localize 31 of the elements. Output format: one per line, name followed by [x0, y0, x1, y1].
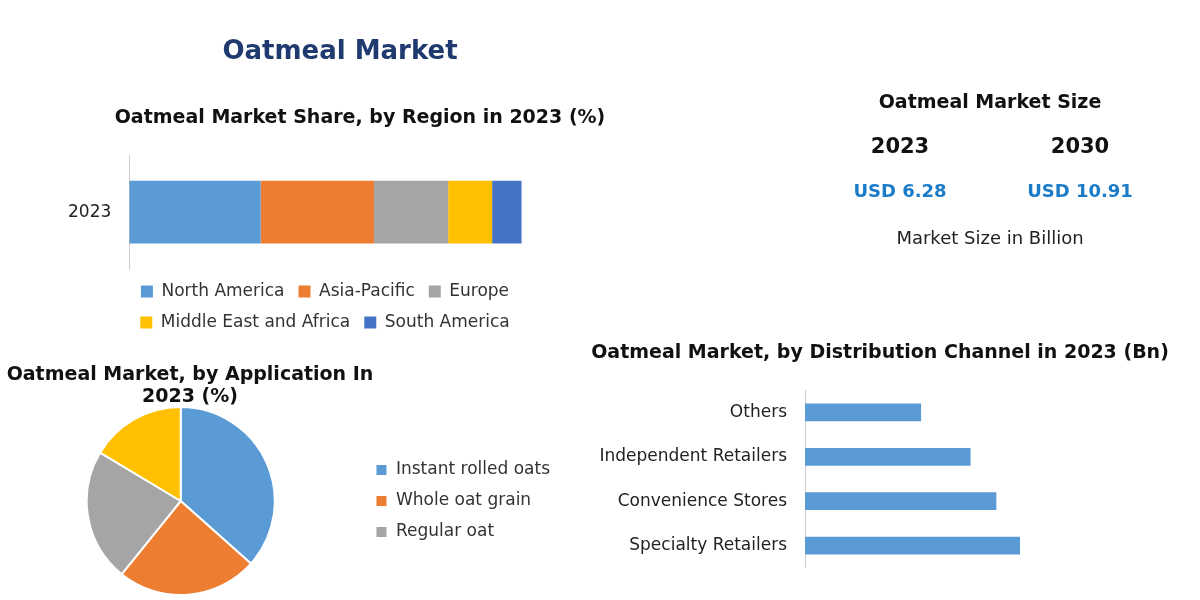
legend-label: Asia-Pacific: [319, 279, 415, 300]
legend-label: Europe: [449, 279, 510, 300]
bar: [805, 447, 971, 466]
text: Oatmeal Market Size: [877, 90, 1103, 112]
y-tick-label: Convenience Stores: [617, 489, 788, 510]
legend-label: Regular oat: [395, 520, 495, 541]
bar: [805, 536, 1020, 555]
bar: [374, 180, 449, 244]
legend-label: Middle East and Africa: [160, 310, 351, 331]
legend-label: South America: [384, 310, 510, 331]
bar: [129, 180, 261, 244]
text: USD 10.91: [1026, 180, 1134, 201]
chart-title: Oatmeal Market, by Application In 2023 (%): [5, 362, 375, 406]
bar: [805, 403, 922, 422]
chart-title: Oatmeal Market Share, by Region in 2023 (%): [113, 105, 607, 127]
bar: [260, 180, 375, 244]
text: 2030: [1049, 134, 1111, 158]
text: Market Size in Billion: [895, 227, 1085, 248]
text: USD 6.28: [852, 180, 948, 201]
chart-title: Oatmeal Market, by Distribution Channel in 2023 (Bn): [590, 340, 1170, 362]
bar: [448, 180, 493, 244]
y-tick-label: Independent Retailers: [599, 445, 788, 466]
y-tick-label: Others: [729, 400, 788, 421]
text: Oatmeal Market: [221, 35, 459, 65]
bar: [805, 492, 997, 511]
legend-label: Instant rolled oats: [395, 458, 551, 479]
legend-label: Whole oat grain: [395, 489, 532, 510]
y-tick-label: Specialty Retailers: [629, 534, 788, 555]
text: 2023: [869, 134, 931, 158]
legend-label: North America: [161, 279, 285, 300]
bar: [492, 180, 522, 244]
